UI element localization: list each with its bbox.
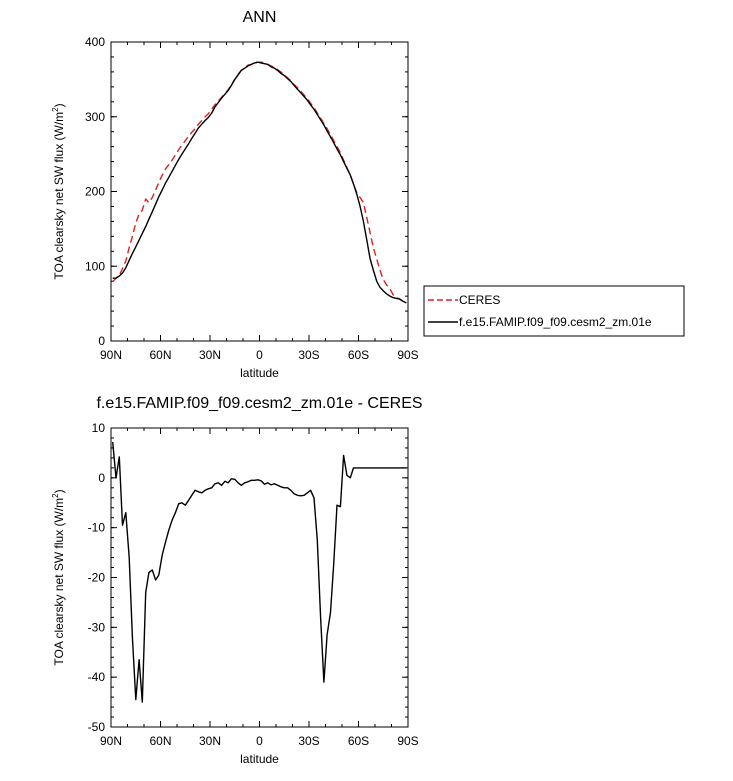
plot-frame xyxy=(110,41,409,342)
series-line-named xyxy=(112,61,407,304)
x-tick-label: 30S xyxy=(298,734,319,748)
x-tick-label: 30N xyxy=(199,734,221,748)
x-axis-label: latitude xyxy=(240,366,279,380)
x-tick-label: 90S xyxy=(397,734,418,748)
y-tick-label: -30 xyxy=(88,620,106,634)
y-tick-label: 10 xyxy=(92,421,106,435)
y-tick-label: -10 xyxy=(88,521,106,535)
x-tick-label: 90S xyxy=(397,348,418,362)
x-tick-label: 30S xyxy=(298,348,319,362)
y-axis-label: TOA clearsky net SW flux (W/m2) xyxy=(51,103,66,279)
y-axis-label-sup: 2 xyxy=(51,107,60,112)
x-tick-label: 60S xyxy=(348,348,369,362)
y-tick-label: 300 xyxy=(85,110,105,124)
y-axis-label: TOA clearsky net SW flux (W/m2) xyxy=(51,489,66,665)
y-axis-label-close: ) xyxy=(52,489,66,493)
y-axis-label-sup: 2 xyxy=(51,493,60,498)
y-tick-label: -20 xyxy=(88,571,106,585)
y-tick-label: 400 xyxy=(85,35,105,49)
chart-title: f.e15.FAMIP.f09_f09.cesm2_zm.01e - CERES xyxy=(96,395,422,412)
series-line-diff xyxy=(112,441,407,703)
plot-frame xyxy=(110,427,409,728)
y-tick-label: 0 xyxy=(98,471,105,485)
y-tick-label: -50 xyxy=(88,720,106,734)
legend: CERES f.e15.FAMIP.f09_f09.cesm2_zm.01e xyxy=(423,285,685,337)
x-tick-label: 60N xyxy=(149,348,171,362)
chart-title: ANN xyxy=(243,9,277,26)
x-axis-label: latitude xyxy=(240,752,279,766)
legend-label: CERES xyxy=(459,293,500,307)
y-axis-label-close: ) xyxy=(52,103,66,107)
legend-box xyxy=(423,285,685,337)
x-tick-label: 60N xyxy=(149,734,171,748)
y-tick-label: 200 xyxy=(85,185,105,199)
y-tick-label: 100 xyxy=(85,259,105,273)
y-axis-label-main: TOA clearsky net SW flux (W/m xyxy=(52,498,66,666)
chart-bottom: f.e15.FAMIP.f09_f09.cesm2_zm.01e - CERES… xyxy=(51,395,423,766)
series-line-named xyxy=(112,61,407,304)
legend-label: f.e15.FAMIP.f09_f09.cesm2_zm.01e xyxy=(459,315,652,329)
x-tick-label: 0 xyxy=(256,348,263,362)
chart-top: ANN 90N 60N 30N 0 30S 60S 90S 0 100 200 300 400 latit… xyxy=(51,9,419,380)
x-tick-label: 0 xyxy=(256,734,263,748)
x-tick-label: 90N xyxy=(100,348,122,362)
y-axis-label-main: TOA clearsky net SW flux (W/m xyxy=(52,112,66,280)
x-tick-label: 60S xyxy=(348,734,369,748)
y-tick-label: 0 xyxy=(98,334,105,348)
y-tick-label: -40 xyxy=(88,670,106,684)
x-tick-label: 90N xyxy=(100,734,122,748)
x-tick-label: 30N xyxy=(199,348,221,362)
